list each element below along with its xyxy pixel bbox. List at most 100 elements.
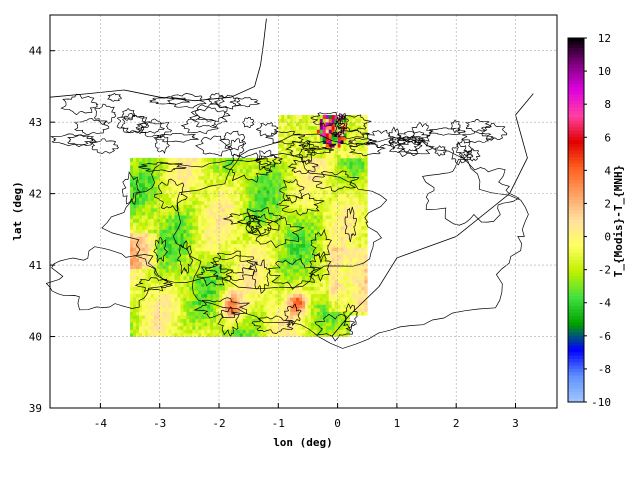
heat-cell: [302, 154, 306, 159]
heat-cell: [304, 293, 309, 298]
heat-cell: [236, 204, 241, 209]
heat-cell: [210, 272, 214, 277]
heat-cell: [219, 218, 223, 223]
coastline: [49, 18, 267, 102]
heat-cell: [138, 322, 143, 327]
heat-cell: [340, 315, 344, 320]
heat-cell: [319, 322, 324, 327]
heat-cell: [221, 247, 226, 252]
heat-cell: [153, 300, 158, 305]
heat-cell: [239, 197, 244, 202]
heat-cell: [296, 297, 300, 302]
heat-cell: [245, 200, 250, 205]
heat-cell: [133, 193, 137, 198]
heat-cell: [293, 125, 297, 130]
heat-cell: [159, 293, 164, 298]
heat-cell: [207, 222, 211, 227]
heat-cell: [296, 172, 300, 177]
heat-cell: [287, 229, 291, 234]
heat-cell: [130, 307, 134, 312]
heat-cell: [156, 315, 161, 320]
heat-cell: [141, 179, 146, 184]
heat-cell: [251, 254, 255, 259]
heat-cell: [224, 332, 229, 337]
heat-cell: [135, 311, 140, 316]
heat-cell: [177, 254, 181, 259]
heat-cell: [221, 161, 226, 166]
heat-cell: [227, 229, 232, 234]
heat-cell: [213, 286, 217, 291]
heat-cell: [248, 168, 253, 173]
heat-cell: [165, 300, 169, 305]
heat-cell: [183, 204, 187, 209]
heat-cell: [198, 268, 202, 273]
heat-cell: [319, 286, 324, 291]
heat-cell: [281, 182, 285, 187]
heat-cell: [272, 215, 276, 220]
heat-cell: [316, 232, 321, 237]
heat-cell: [230, 200, 235, 205]
heat-cell: [343, 172, 347, 177]
colorbar-segment: [568, 362, 584, 367]
heat-cell: [331, 275, 336, 280]
heat-cell: [302, 165, 306, 170]
heat-cell: [281, 311, 285, 316]
heat-cell: [349, 165, 353, 170]
heat-cell: [290, 268, 294, 273]
heat-cell: [304, 265, 309, 270]
heat-cell: [251, 207, 255, 212]
heat-cell: [180, 179, 184, 184]
heat-cell: [302, 286, 306, 291]
heat-cell: [248, 186, 253, 191]
heat-cell: [135, 222, 140, 227]
heat-cell: [213, 190, 217, 195]
heat-cell: [260, 215, 264, 220]
heat-cell: [198, 200, 202, 205]
heat-cell: [290, 147, 294, 152]
heat-cell: [251, 300, 255, 305]
heat-cell: [322, 332, 327, 337]
colorbar-segment: [568, 266, 584, 271]
heat-cell: [189, 257, 193, 262]
heat-cell: [313, 197, 318, 202]
heat-cell: [192, 211, 196, 216]
heat-cell: [236, 290, 241, 295]
heat-cell: [219, 222, 223, 227]
heat-cell: [349, 243, 353, 248]
heat-cell: [177, 218, 181, 223]
heat-cell: [355, 161, 359, 166]
heat-cell: [334, 197, 338, 202]
heat-cell: [230, 232, 235, 237]
heat-cell: [147, 286, 152, 291]
heat-cell: [296, 290, 300, 295]
heat-cell: [242, 182, 247, 187]
heat-cell: [340, 154, 344, 159]
heat-cell: [133, 215, 137, 220]
heat-cell: [210, 225, 214, 230]
heat-cell: [364, 300, 368, 305]
heat-cell: [346, 182, 350, 187]
heat-cell: [144, 236, 149, 241]
heat-cell: [287, 240, 291, 245]
heat-cell: [358, 229, 362, 234]
heat-cell: [144, 204, 149, 209]
heat-cell: [198, 157, 202, 162]
heat-cell: [227, 161, 232, 166]
heat-cell: [328, 329, 333, 334]
colorbar-segment: [568, 349, 584, 353]
heat-cell: [135, 297, 140, 302]
heat-cell: [180, 172, 184, 177]
contour-line: [276, 192, 325, 216]
heat-cell: [322, 265, 327, 270]
heat-cell: [361, 175, 365, 180]
heat-cell: [186, 161, 190, 166]
heat-cell: [177, 311, 181, 316]
y-tick-label: 43: [29, 116, 42, 129]
heat-cell: [322, 118, 327, 123]
heat-cell: [239, 232, 244, 237]
contour-line: [166, 92, 207, 109]
heat-cell: [248, 179, 253, 184]
heat-cell: [248, 311, 253, 316]
heat-cell: [239, 250, 244, 255]
heat-cell: [287, 118, 291, 123]
